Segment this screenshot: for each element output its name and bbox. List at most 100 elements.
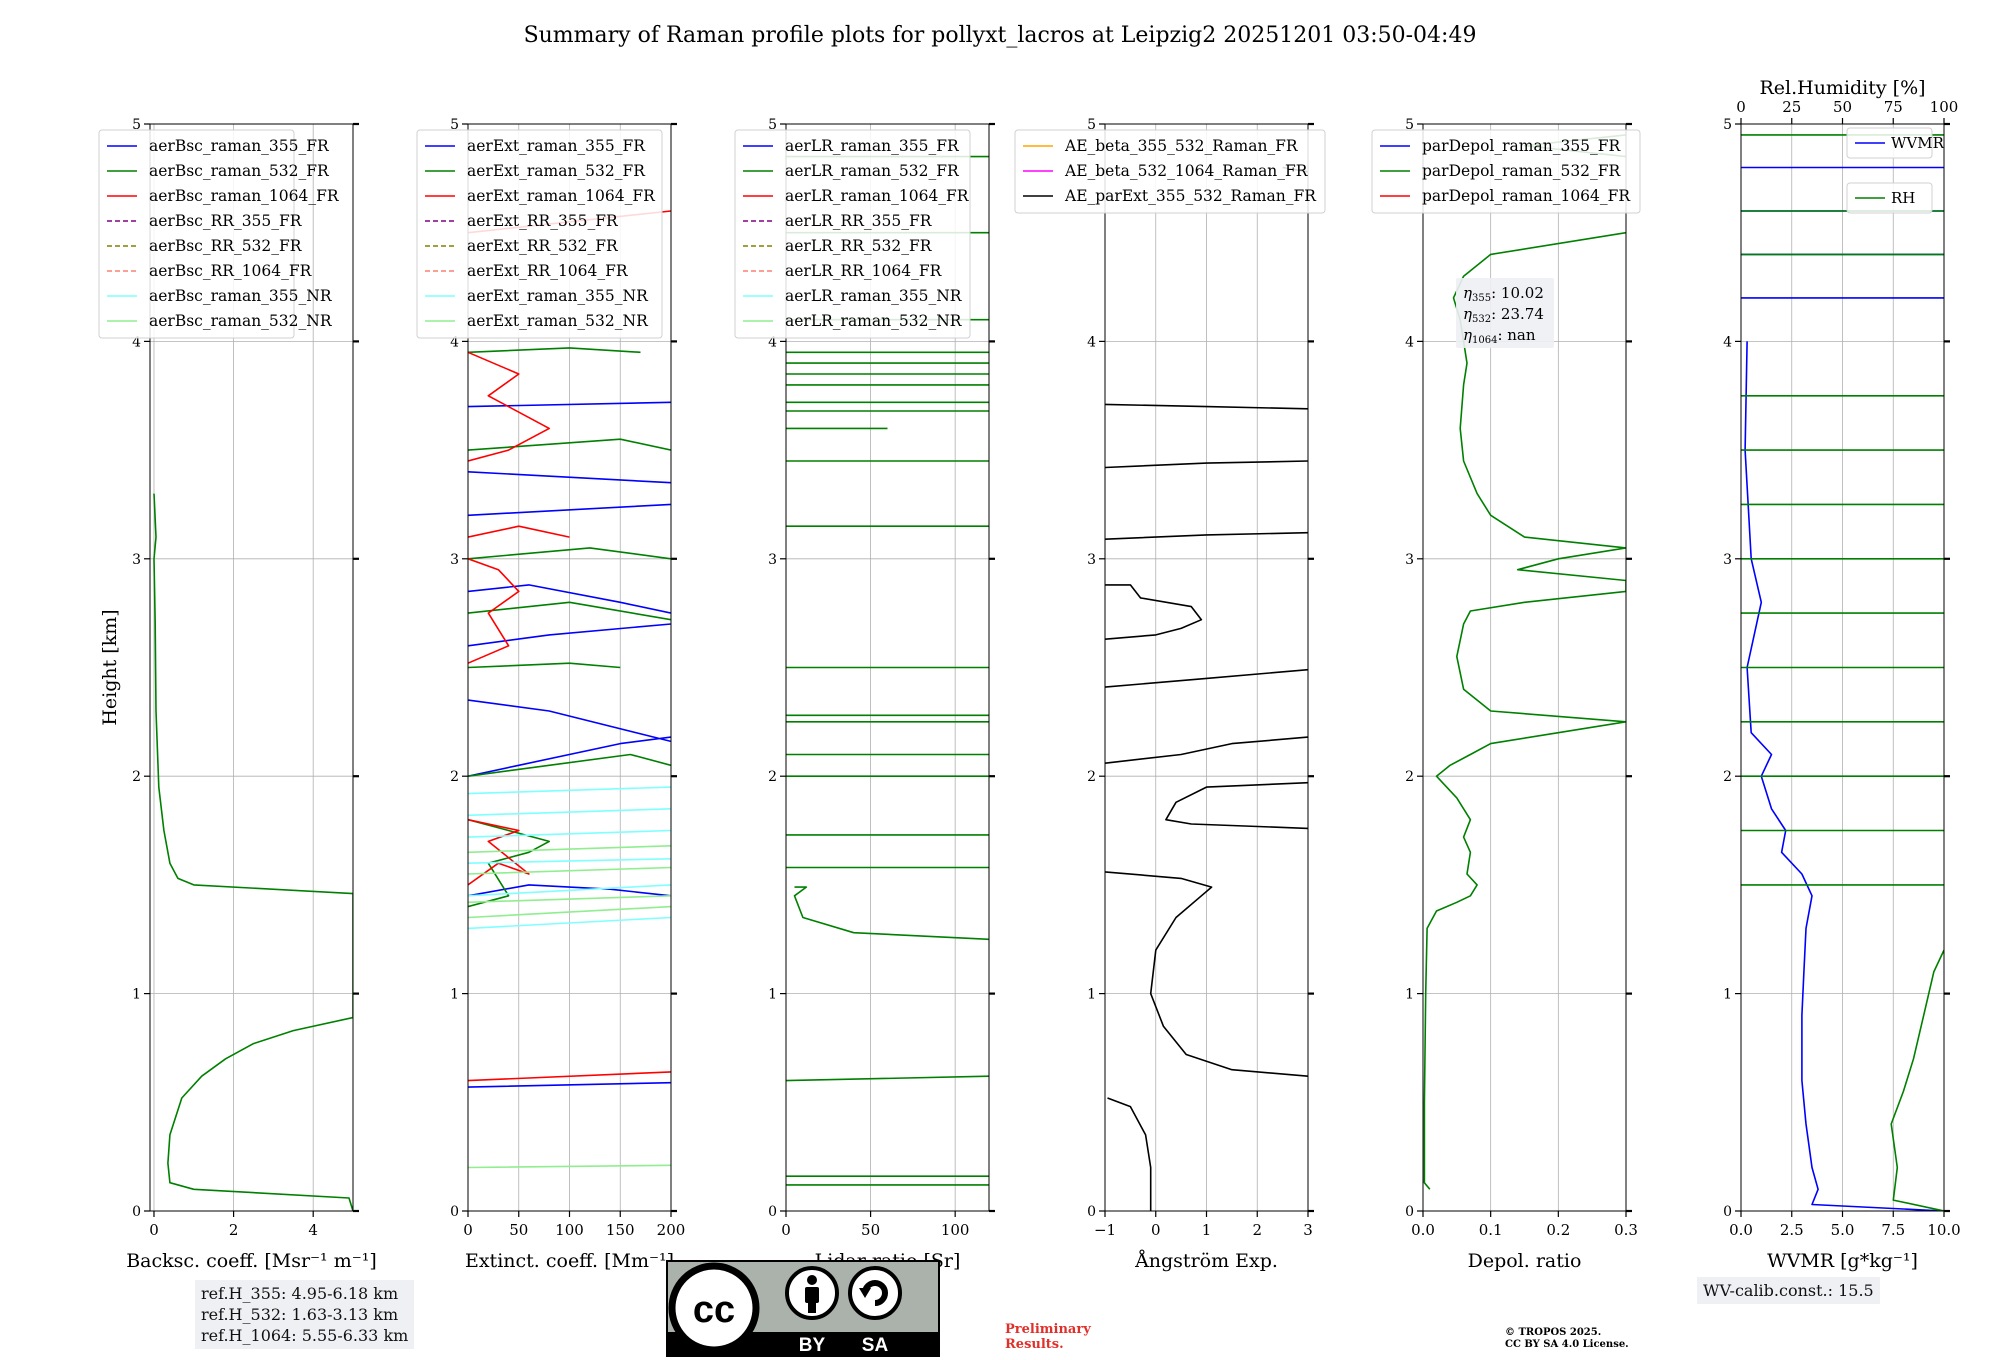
x-tick-label: 4 <box>308 1221 318 1239</box>
legend-label: aerBsc_raman_532_FR <box>149 162 330 180</box>
x-tick-label: 100 <box>555 1221 584 1239</box>
preliminary-line-1: Preliminary <box>1005 1322 1091 1337</box>
legend-label: aerBsc_RR_355_FR <box>149 212 303 230</box>
legend-label: aerExt_RR_532_FR <box>467 237 619 255</box>
y-tick-label: 3 <box>1087 552 1096 568</box>
preliminary-note: Preliminary Results. <box>1005 1322 1091 1352</box>
legend-label: aerLR_raman_532_NR <box>785 312 963 330</box>
panel-backscatter: 0 1 2 3 4 5 0 2 4 Backsc. coeff. [Msr⁻¹ m⁻¹] Heigh… <box>99 117 377 1272</box>
panel-wvmr: 0 1 2 3 4 5 0.0 2.5 5.0 7.5 10.0 0 25 50 75 100 Rel.Humi… <box>1723 77 1961 1272</box>
y-tick-label: 1 <box>1087 987 1096 1003</box>
x-tick-label: 50 <box>509 1221 528 1239</box>
x-top-tick-label: 0 <box>1736 98 1746 116</box>
series-group <box>154 494 353 1211</box>
legend-label: aerExt_raman_1064_FR <box>467 187 656 205</box>
x-top-axis-label: Rel.Humidity [%] <box>1759 77 1925 99</box>
legend-label: aerExt_RR_1064_FR <box>467 262 629 280</box>
x-tick-label: −1 <box>1094 1221 1116 1239</box>
legend-label: parDepol_raman_532_FR <box>1422 162 1622 180</box>
x-tick-label: 2 <box>229 1221 239 1239</box>
legend-label: aerLR_raman_532_FR <box>785 162 960 180</box>
x-tick-label: 0.0 <box>1411 1221 1435 1239</box>
x-top-tick-label: 100 <box>1930 98 1959 116</box>
y-tick-label: 2 <box>1405 769 1414 785</box>
legend-label: aerBsc_RR_532_FR <box>149 237 303 255</box>
preliminary-line-2: Results. <box>1005 1337 1091 1352</box>
legend-label: AE_beta_532_1064_Raman_FR <box>1064 162 1309 180</box>
legend-label: RH <box>1891 189 1915 207</box>
y-tick-label: 3 <box>450 552 459 568</box>
x-tick-label: 0.0 <box>1729 1221 1753 1239</box>
x-axis-label: Backsc. coeff. [Msr⁻¹ m⁻¹] <box>126 1250 377 1272</box>
y-tick-label: 3 <box>1723 552 1732 568</box>
y-tick-label: 3 <box>768 552 777 568</box>
ref-height-532: ref.H_532: 1.63-3.13 km <box>201 1304 408 1325</box>
y-tick-label: 0 <box>1405 1204 1414 1220</box>
legend-label: AE_beta_355_532_Raman_FR <box>1064 137 1299 155</box>
x-tick-label: 0 <box>781 1221 791 1239</box>
y-tick-label: 1 <box>450 987 459 1003</box>
x-tick-label: 200 <box>657 1221 686 1239</box>
copyright-line-2: CC BY SA 4.0 License. <box>1505 1339 1629 1351</box>
x-axis-label: Ångström Exp. <box>1134 1250 1278 1272</box>
legend-label: aerBsc_raman_355_FR <box>149 137 330 155</box>
y-tick-label: 1 <box>1723 987 1732 1003</box>
y-tick-label: 0 <box>1087 1204 1096 1220</box>
legend-label: aerBsc_raman_355_NR <box>149 287 333 305</box>
x-top-tick-label: 75 <box>1884 98 1903 116</box>
figure-canvas: Summary of Raman profile plots for polly… <box>0 0 2000 1360</box>
y-tick-label: 1 <box>768 987 777 1003</box>
legend-label: aerBsc_RR_1064_FR <box>149 262 313 280</box>
x-tick-label: 0 <box>463 1221 473 1239</box>
copyright-line-1: © TROPOS 2025. <box>1505 1327 1629 1339</box>
legend-label: aerBsc_raman_532_NR <box>149 312 333 330</box>
panel-depol: 0 1 2 3 4 5 0.0 0.1 0.2 0.3 Depol. ratio parDepol_r… <box>1372 117 1640 1272</box>
y-axis-label: Height [km] <box>99 609 121 725</box>
wv-calib-const: WV-calib.const.: 15.5 <box>1703 1281 1874 1300</box>
legend-label: aerExt_raman_532_NR <box>467 312 649 330</box>
y-tick-label: 2 <box>768 769 777 785</box>
x-tick-label: 0.3 <box>1614 1221 1638 1239</box>
share-alike-icon <box>850 1268 900 1318</box>
y-tick-label: 5 <box>1723 117 1732 133</box>
y-tick-label: 3 <box>1405 552 1414 568</box>
legend-label: aerExt_raman_355_FR <box>467 137 646 155</box>
legend-label: aerExt_RR_355_FR <box>467 212 619 230</box>
x-tick-label: 2.5 <box>1780 1221 1804 1239</box>
legend-label: parDepol_raman_1064_FR <box>1422 187 1631 205</box>
legend-label: aerLR_raman_355_NR <box>785 287 963 305</box>
panel-lidarratio: 012345050100Lidar ratio [Sr]aerLR_raman_… <box>735 117 995 1272</box>
legend-label: aerBsc_raman_1064_FR <box>149 187 340 205</box>
y-tick-label: 0 <box>450 1204 459 1220</box>
y-tick-label: 4 <box>1723 334 1732 350</box>
x-tick-label: 50 <box>861 1221 880 1239</box>
copyright-note: © TROPOS 2025. CC BY SA 4.0 License. <box>1505 1327 1629 1351</box>
y-tick-label: 2 <box>132 769 141 785</box>
x-tick-label: 10.0 <box>1927 1221 1960 1239</box>
y-tick-label: 1 <box>1405 987 1414 1003</box>
y-tick-label: 2 <box>1723 769 1732 785</box>
legend-label: AE_parExt_355_532_Raman_FR <box>1064 187 1317 205</box>
x-axis-label: Extinct. coeff. [Mm⁻¹] <box>465 1250 674 1272</box>
x-tick-label: 100 <box>941 1221 970 1239</box>
y-tick-label: 2 <box>1087 769 1096 785</box>
legend-label: aerLR_RR_355_FR <box>785 212 933 230</box>
x-tick-label: 5.0 <box>1831 1221 1855 1239</box>
x-tick-label: 150 <box>606 1221 635 1239</box>
sa-label: SA <box>862 1335 889 1356</box>
y-tick-label: 1 <box>132 987 141 1003</box>
series-aerBsc_raman_532_FR <box>154 494 353 1211</box>
x-tick-label: 0.1 <box>1479 1221 1503 1239</box>
x-axis-label: WVMR [g*kg⁻¹] <box>1767 1250 1918 1272</box>
y-tick-label: 4 <box>1405 334 1414 350</box>
y-tick-label: 2 <box>450 769 459 785</box>
legend-label: aerLR_raman_355_FR <box>785 137 960 155</box>
ref-height-355: ref.H_355: 4.95-6.18 km <box>201 1283 408 1304</box>
y-tick-label: 0 <box>1723 1204 1732 1220</box>
x-tick-label: 0 <box>149 1221 159 1239</box>
legend-label: parDepol_raman_355_FR <box>1422 137 1622 155</box>
y-tick-label: 4 <box>1087 334 1096 350</box>
x-tick-label: 1 <box>1202 1221 1212 1239</box>
x-tick-label: 7.5 <box>1881 1221 1905 1239</box>
